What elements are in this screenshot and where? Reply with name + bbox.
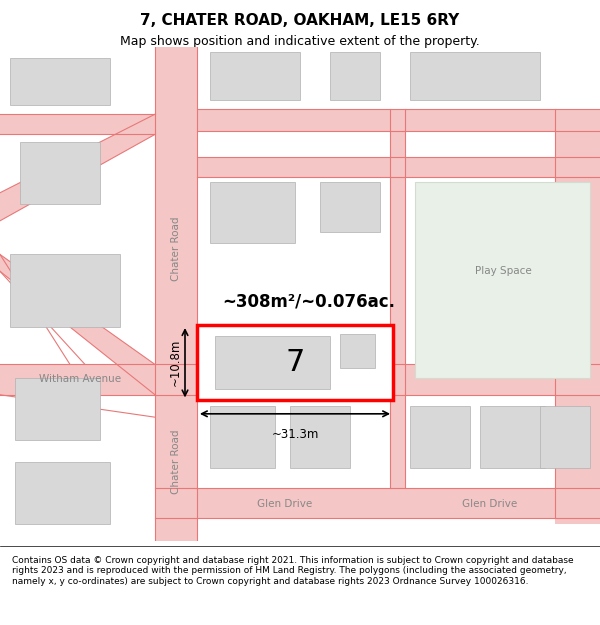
Bar	[210, 52, 300, 99]
Bar	[155, 488, 600, 518]
Text: Glen Drive: Glen Drive	[463, 499, 518, 509]
Polygon shape	[0, 254, 155, 395]
Bar	[410, 52, 540, 99]
Bar	[340, 334, 375, 367]
Text: ~308m²/~0.076ac.: ~308m²/~0.076ac.	[222, 292, 395, 311]
Bar	[320, 181, 380, 232]
Text: Glen Drive: Glen Drive	[257, 499, 313, 509]
Bar	[290, 406, 350, 468]
Bar	[155, 47, 197, 541]
Bar	[480, 406, 545, 468]
Text: Map shows position and indicative extent of the property.: Map shows position and indicative extent…	[120, 35, 480, 48]
Bar	[15, 378, 100, 439]
Bar	[197, 109, 600, 131]
Bar	[410, 406, 470, 468]
Polygon shape	[0, 114, 155, 221]
Bar	[215, 336, 330, 389]
Bar	[0, 114, 155, 134]
Text: Chater Road: Chater Road	[171, 217, 181, 281]
Text: Play Space: Play Space	[475, 266, 532, 276]
Text: ~31.3m: ~31.3m	[271, 428, 319, 441]
Bar	[10, 58, 110, 105]
Bar	[15, 462, 110, 524]
Bar	[555, 109, 600, 524]
Bar	[390, 109, 405, 490]
Bar	[20, 142, 100, 204]
Text: Chater Road: Chater Road	[171, 430, 181, 494]
Bar	[415, 181, 590, 378]
Text: 7, CHATER ROAD, OAKHAM, LE15 6RY: 7, CHATER ROAD, OAKHAM, LE15 6RY	[140, 13, 460, 28]
Text: ~10.8m: ~10.8m	[169, 339, 182, 386]
Bar	[10, 254, 120, 328]
Text: Witham Avenue: Witham Avenue	[39, 374, 121, 384]
Bar	[330, 52, 380, 99]
Bar	[210, 181, 295, 243]
Bar	[0, 364, 600, 395]
Bar	[197, 325, 393, 401]
Bar	[210, 406, 275, 468]
Bar	[197, 157, 600, 177]
Text: 7: 7	[286, 348, 305, 378]
Text: Contains OS data © Crown copyright and database right 2021. This information is : Contains OS data © Crown copyright and d…	[12, 556, 574, 586]
Bar	[540, 406, 590, 468]
